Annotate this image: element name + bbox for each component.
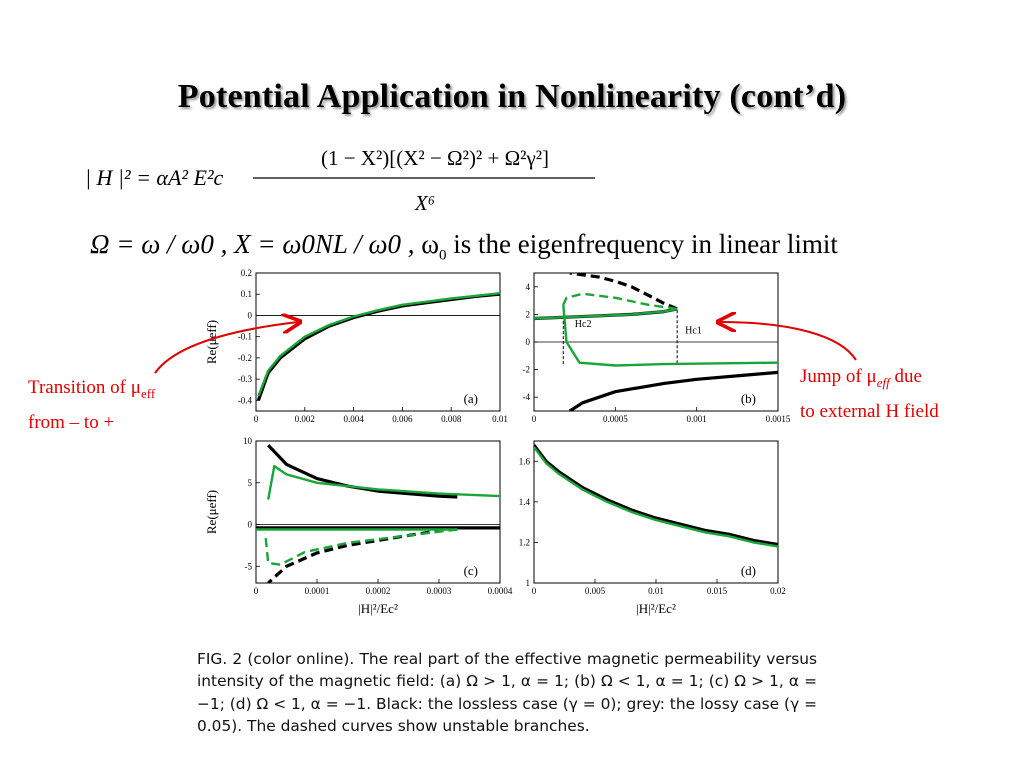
x-axis-label: |H|²/Ec² (358, 601, 398, 616)
lossy-series-line (267, 464, 500, 500)
y-tick-label: -2 (523, 365, 531, 375)
lossless-series-line (534, 444, 778, 547)
slide-title: Potential Application in Nonlinearity (c… (177, 78, 847, 115)
panel-label: (b) (741, 391, 756, 406)
lossy-series-line (264, 528, 458, 566)
panel-label: (d) (741, 563, 756, 578)
definitions-description: is the eigenfrequency in linear limit (453, 229, 838, 259)
y-tick-label: -4 (523, 392, 531, 402)
annotation-right: Jump of μeff due to external H field (800, 366, 939, 422)
x-tick-label: 0.0015 (766, 414, 791, 424)
y-tick-label: 1 (526, 578, 531, 588)
lossy-series-line (257, 292, 500, 397)
annotation-left: Transition of μeff from – to + (28, 377, 156, 433)
x-tick-label: 0.0003 (427, 586, 452, 596)
y-tick-label: 0 (526, 337, 531, 347)
y-axis-label: Re(μeff) (204, 490, 219, 534)
x-tick-label: 0.006 (392, 414, 413, 424)
y-tick-label: 5 (248, 478, 253, 488)
panel-d: 0 0.005 0.01 0.015 0.02 1.6 1.4 1.2 1 (d) |H|²/Ec² (519, 440, 786, 616)
x-tick-label: 0.01 (648, 586, 664, 596)
x-tick-label: 0.001 (687, 414, 707, 424)
x-tick-label: 0.005 (585, 586, 606, 596)
panel-label: (c) (464, 563, 478, 578)
x-tick-label: 0.0002 (366, 586, 391, 596)
x-tick-label: 0.01 (492, 414, 508, 424)
hc1-label: Hc1 (685, 326, 702, 337)
equation-lhs: | H |² = αA² E²c (85, 165, 224, 190)
y-tick-label: -0.4 (238, 395, 253, 405)
lossless-series-line (569, 273, 678, 311)
y-tick-label: 1.6 (519, 456, 531, 466)
y-tick-label: -0.2 (238, 353, 252, 363)
figure-caption: FIG. 2 (color online). The real part of … (197, 650, 817, 735)
equation-numerator: (1 − X²)[(X² − Ω²)² + Ω²γ²] (321, 146, 549, 170)
y-tick-label: 1.4 (519, 497, 531, 507)
y-tick-label: 10 (243, 436, 253, 446)
definitions-text: Ω = ω / ω0 , X = ω0NL / ω0 , (90, 229, 415, 259)
panel-a: 0 0.002 0.004 0.006 0.008 0.01 0.2 0.1 0 -0.1 -0.2… (204, 268, 508, 424)
x-tick-label: 0.008 (441, 414, 462, 424)
lossy-series-line (562, 304, 778, 367)
x-axis-label: |H|²/Ec² (636, 601, 676, 616)
y-tick-label: 2 (526, 309, 531, 319)
lossless-series-line (568, 370, 778, 411)
hc2-label: Hc2 (575, 319, 592, 330)
x-tick-label: 0.02 (770, 586, 786, 596)
x-tick-label: 0.004 (343, 414, 364, 424)
y-tick-label: 4 (526, 282, 531, 292)
plot-frame (255, 440, 501, 584)
x-tick-label: 0.0005 (603, 414, 628, 424)
y-tick-label: -5 (245, 561, 253, 571)
x-tick-label: 0.0001 (305, 586, 330, 596)
definitions-line: Ω = ω / ω0 , X = ω0NL / ω0 , ω0 is the e… (90, 222, 970, 266)
y-tick-label: 0 (248, 310, 253, 320)
permeability-equation: | H |² = αA² E²c (1 − X²)[(X² − Ω²)² + Ω… (85, 146, 595, 215)
x-tick-label: 0.002 (295, 414, 315, 424)
equation-denominator: X⁶ (414, 191, 435, 215)
y-tick-label: 1.2 (519, 537, 530, 547)
panel-b: 0 0.0005 0.001 0.0015 4 2 0 -2 -4 (b) Hc2 Hc1 (523, 272, 791, 424)
x-tick-label: 0.015 (707, 586, 728, 596)
panel-label: (a) (464, 391, 478, 406)
x-tick-label: 0 (532, 414, 537, 424)
lossless-series-line (267, 526, 458, 583)
x-tick-label: 0.0004 (488, 586, 513, 596)
panel-c: 0 0.0001 0.0002 0.0003 0.0004 10 5 0 -5 (c) Re(μef… (204, 436, 513, 616)
x-tick-label: 0 (254, 586, 259, 596)
x-tick-label: 0 (532, 586, 537, 596)
y-tick-label: 0.2 (241, 268, 252, 278)
lossless-series-line (267, 444, 458, 499)
x-tick-label: 0 (254, 414, 259, 424)
y-tick-label: -0.1 (238, 332, 252, 342)
lossy-series-line (562, 292, 678, 311)
lossy-series-line (534, 307, 678, 320)
omega0-symbol: ω0 (421, 229, 447, 264)
y-tick-label: 0.1 (241, 289, 252, 299)
figure-panels: 0 0.002 0.004 0.006 0.008 0.01 0.2 0.1 0 -0.1 -0.2… (204, 268, 791, 616)
y-axis-label: Re(μeff) (204, 320, 219, 364)
y-tick-label: 0 (248, 520, 253, 530)
y-tick-label: -0.3 (238, 374, 253, 384)
lossy-series-line (534, 446, 778, 548)
plot-frame (533, 440, 779, 584)
